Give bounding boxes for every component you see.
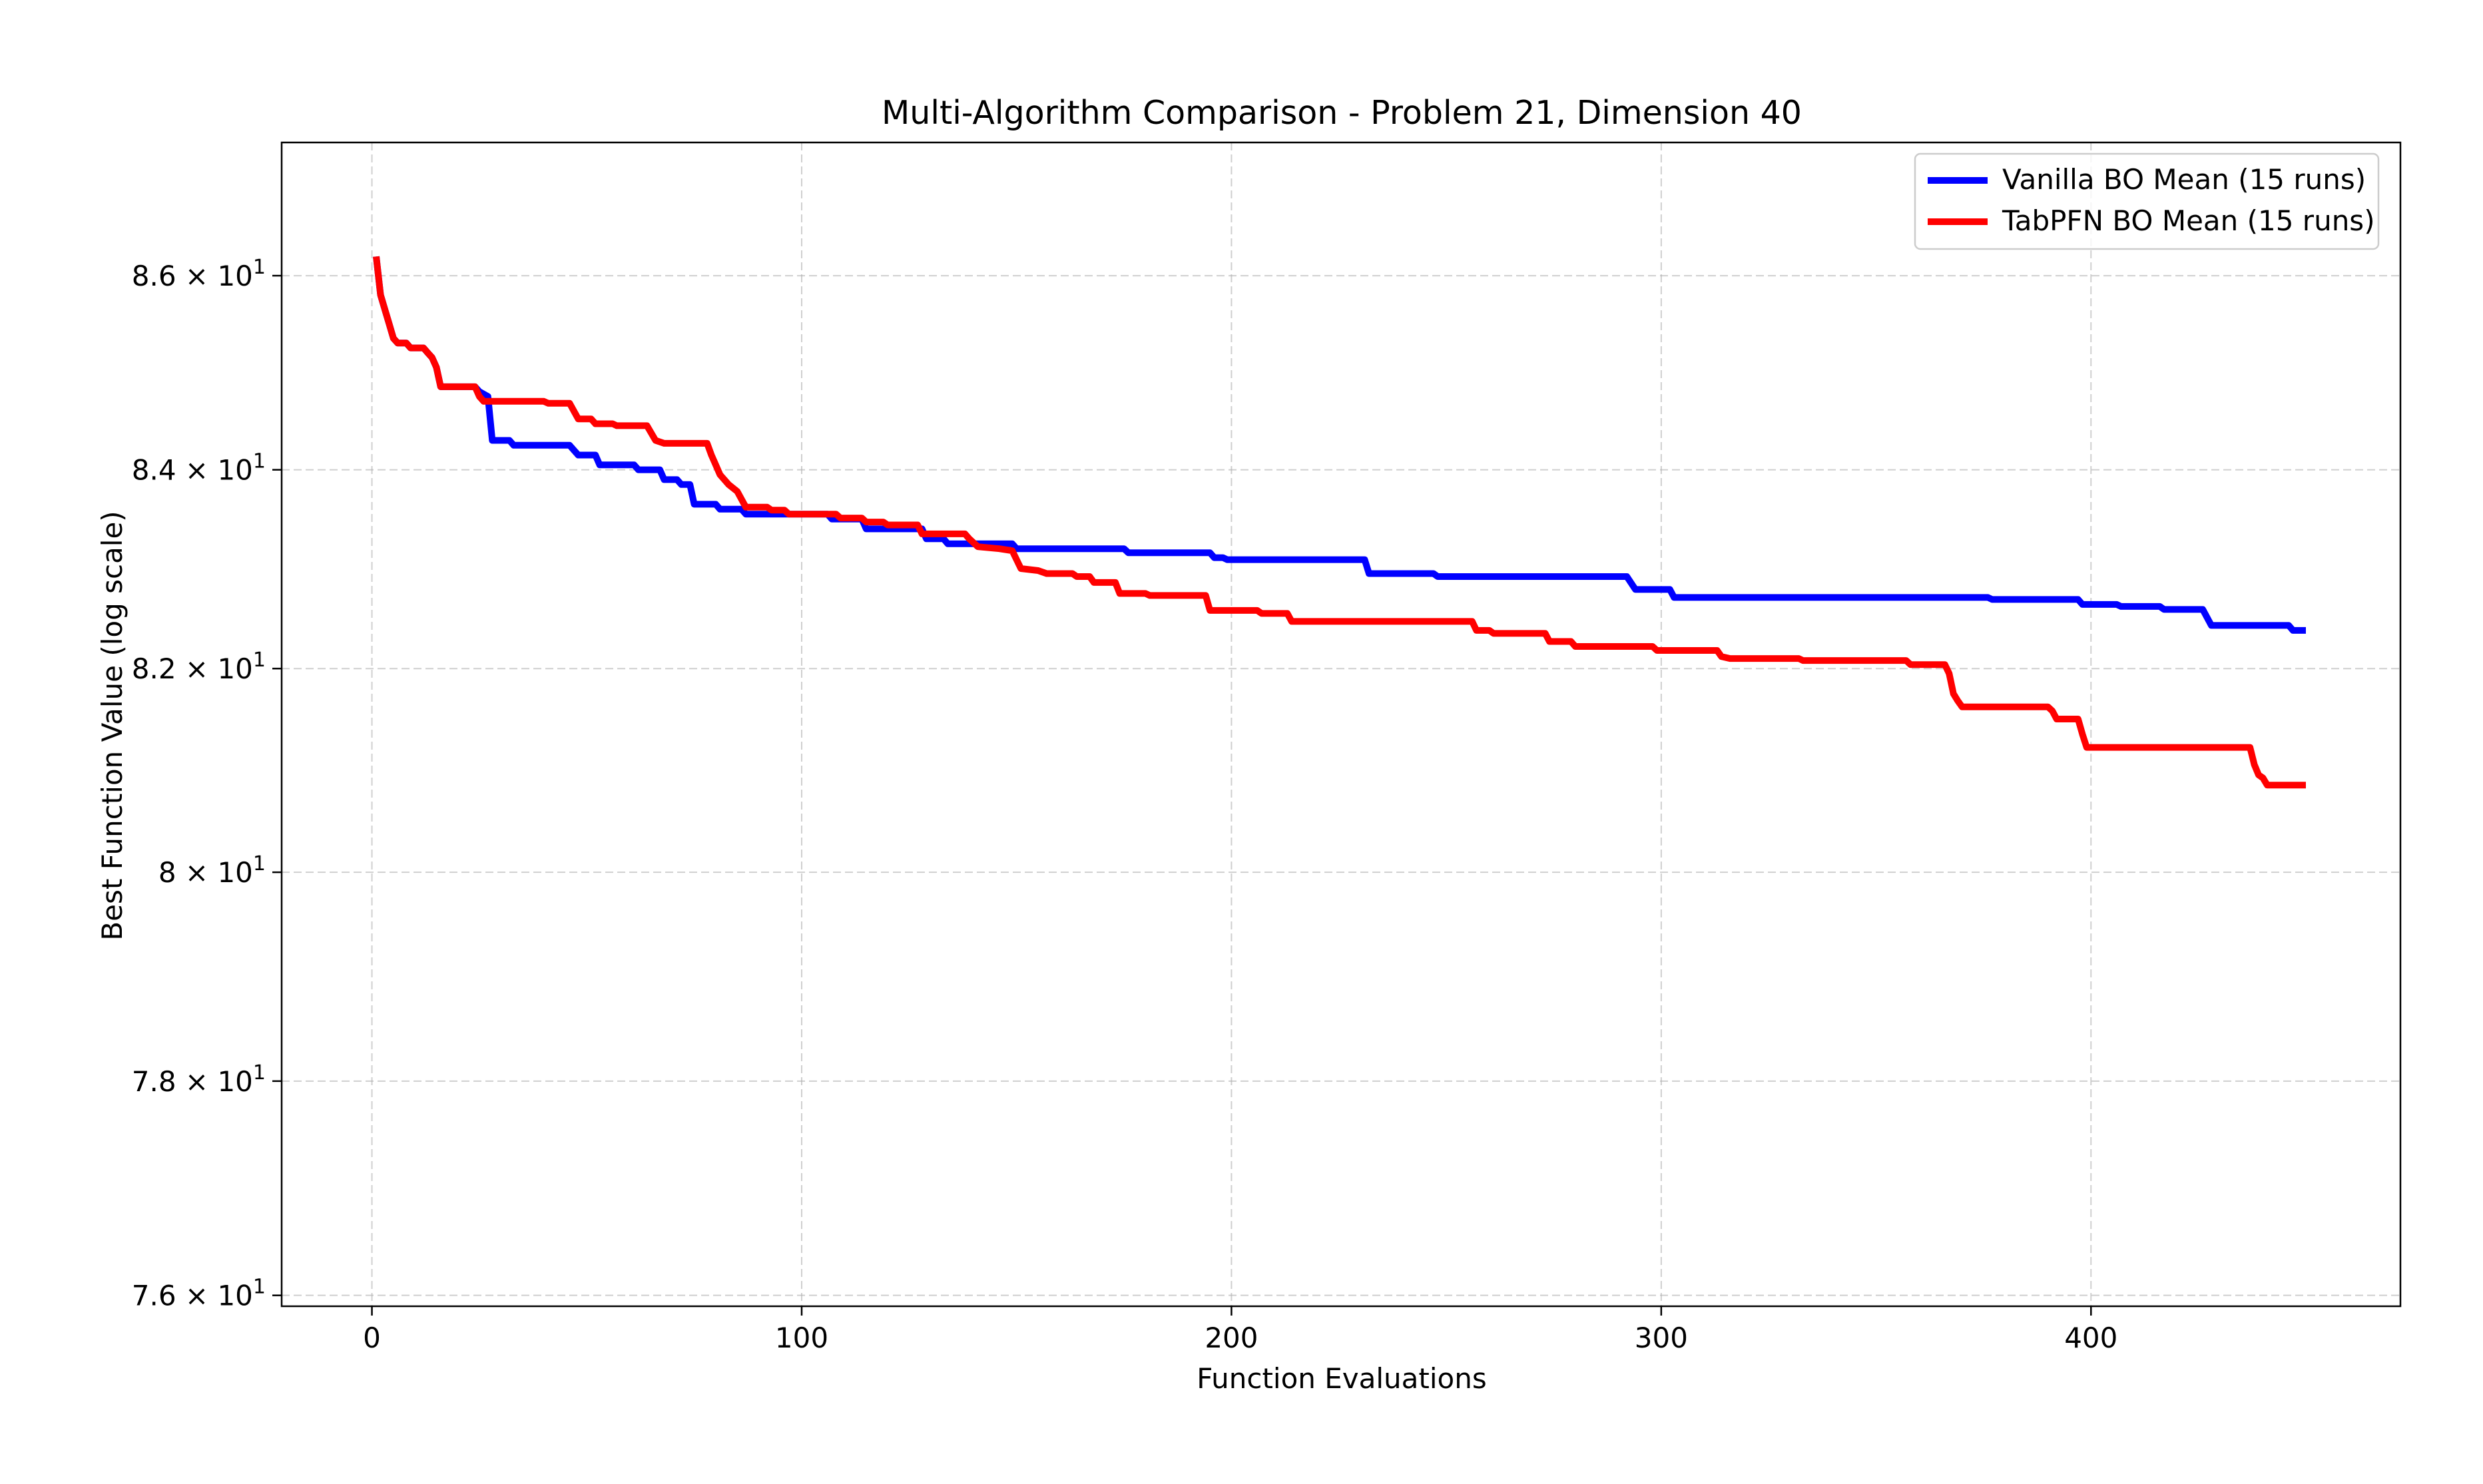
x-tick-label: 400: [2064, 1322, 2117, 1354]
x-axis: 0 100 200 300 400: [363, 1306, 2117, 1354]
series-layer: [373, 256, 2306, 789]
legend-box: [1914, 152, 2380, 250]
y-tick-label: 8.2 × 101: [132, 648, 266, 685]
chart-title: Multi-Algorithm Comparison - Problem 21,…: [882, 94, 1802, 132]
y-tick-label: 7.6 × 101: [132, 1276, 266, 1312]
y-tick-label: 8.6 × 101: [132, 256, 266, 292]
plot-frame: [280, 141, 2402, 1308]
legend-label-vanilla: Vanilla BO Mean (15 runs): [2002, 163, 2366, 196]
x-tick-label: 300: [1635, 1322, 1688, 1354]
x-tick-label: 0: [363, 1322, 381, 1354]
legend-label-tabpfn: TabPFN BO Mean (15 runs): [2002, 204, 2375, 237]
x-tick-label: 200: [1205, 1322, 1258, 1354]
x-tick-label: 100: [775, 1322, 828, 1354]
y-tick-label: 7.8 × 101: [132, 1061, 266, 1098]
x-axis-label: Function Evaluations: [1197, 1362, 1486, 1395]
y-axis: 7.6 × 101 7.8 × 101 8 × 101 8.2 × 101 8.4 × …: [132, 256, 282, 1312]
y-tick-label: 8.4 × 101: [132, 450, 266, 487]
series-line-tabpfn-bo: [373, 256, 2306, 789]
grid: [282, 142, 2400, 1306]
y-axis-label: Best Function Value (log scale): [96, 511, 129, 940]
y-tick-label: 8 × 101: [158, 852, 266, 889]
legend: Vanilla BO Mean (15 runs) TabPFN BO Mean…: [1914, 152, 2380, 250]
